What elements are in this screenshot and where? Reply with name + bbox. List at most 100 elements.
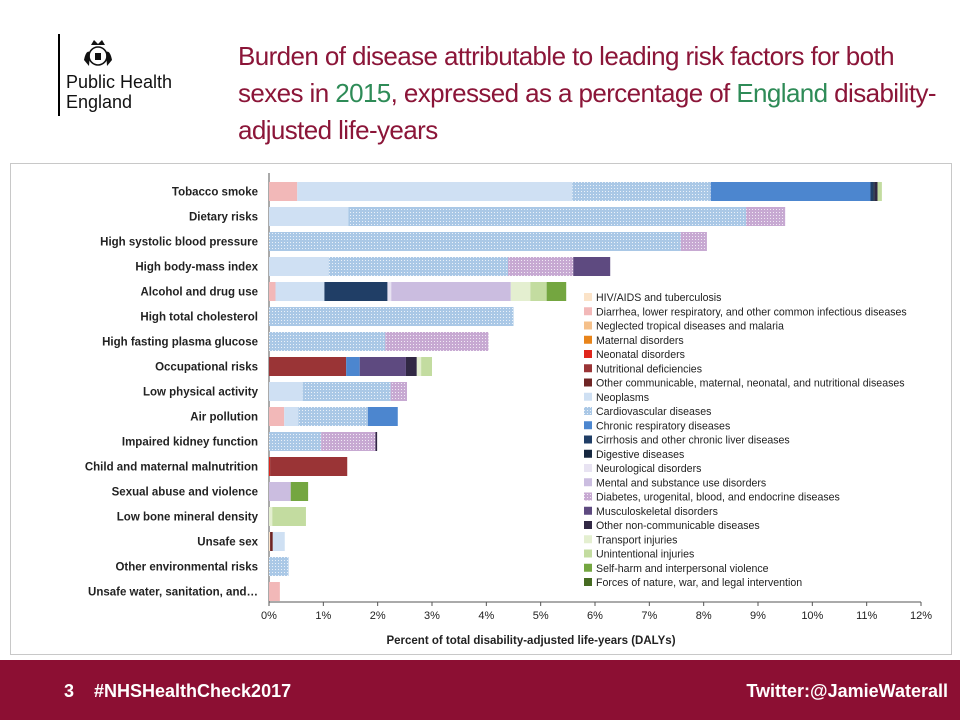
bar-segment-texture [348, 207, 747, 226]
legend-swatch [584, 464, 592, 472]
bar-segment-texture [269, 432, 322, 451]
legend-swatch [584, 506, 592, 515]
bar-segment-texture [302, 382, 391, 401]
legend-swatch [584, 535, 592, 544]
legend-swatch [584, 364, 592, 373]
bar-segment [269, 382, 303, 401]
bar-segment [530, 282, 547, 301]
x-tick-label: 0% [261, 610, 277, 622]
bar-segment-texture [385, 332, 489, 351]
bar-segment [359, 357, 406, 376]
twitter-handle: Twitter:@JamieWaterall [746, 681, 948, 701]
legend-swatch [584, 378, 592, 387]
bar-segment [284, 407, 299, 426]
logo-divider [58, 34, 60, 116]
bar-segment [269, 257, 329, 276]
bar-segment [870, 182, 874, 201]
title-text-2: , expressed as a percentage of [390, 78, 737, 108]
legend-label: Mental and substance use disorders [596, 477, 766, 489]
bar-segment [290, 482, 309, 501]
phe-logo: Public Health England [58, 34, 208, 124]
legend-label: Diarrhea, lower respiratory, and other c… [596, 306, 907, 318]
bar-segment [421, 357, 432, 376]
org-name-line1: Public Health [66, 72, 173, 92]
title-text-1: Burden of disease attributable to leadin… [238, 41, 895, 108]
bar-segment [297, 182, 573, 201]
bar-segment-texture [328, 257, 509, 276]
legend-label: HIV/AIDS and tuberculosis [596, 292, 721, 304]
bar-segment [405, 357, 417, 376]
legend-swatch [584, 449, 592, 458]
bar-segment [391, 282, 511, 301]
bar-segment [387, 282, 392, 301]
category-label: Alcohol and drug use [140, 287, 258, 299]
legend-label: Forces of nature, war, and legal interve… [596, 577, 802, 589]
bar-segment [874, 182, 878, 201]
bar-segment [269, 357, 347, 376]
bar-segment-texture [269, 232, 681, 251]
bar-segment [375, 432, 378, 451]
hashtag: #NHSHealthCheck2017 [94, 681, 292, 701]
title-text-3: disability-adjusted life-years [238, 78, 937, 145]
x-tick-label: 6% [587, 610, 603, 622]
category-label: Impaired kidney function [122, 437, 258, 449]
x-tick-label: 8% [696, 610, 712, 622]
bar-segment [272, 507, 306, 526]
legend-swatch [584, 578, 592, 586]
category-label: Unsafe sex [197, 537, 258, 549]
legend-label: Unintentional injuries [596, 549, 694, 561]
category-label: Other environmental risks [115, 562, 258, 574]
x-tick-label: 2% [370, 610, 386, 622]
legend-label: Neglected tropical diseases and malaria [596, 321, 784, 333]
legend-swatch [584, 421, 592, 430]
legend-label: Other communicable, maternal, neonatal, … [596, 378, 905, 390]
category-label: High total cholesterol [140, 312, 258, 324]
category-label: Sexual abuse and violence [112, 487, 258, 499]
category-label: Dietary risks [189, 212, 258, 224]
slide-title: Burden of disease attributable to leadin… [238, 38, 938, 149]
legend-swatch [584, 549, 592, 558]
x-tick-label: 9% [750, 610, 766, 622]
category-label: Air pollution [190, 412, 258, 424]
bar-segment [269, 407, 285, 426]
bar-segment-texture [390, 382, 408, 401]
legend-label: Nutritional deficiencies [596, 363, 702, 375]
legend-swatch [584, 521, 592, 529]
bar-segment [710, 182, 871, 201]
footer-bar: 3 #NHSHealthCheck2017 Twitter:@JamieWate… [0, 660, 960, 720]
x-tick-label: 10% [801, 610, 823, 622]
legend-swatch [584, 563, 592, 572]
x-tick-label: 3% [424, 610, 440, 622]
legend-label: Neonatal disorders [596, 349, 685, 361]
bar-segment [269, 482, 291, 501]
bar-segment [873, 182, 875, 201]
bar-segment [346, 357, 360, 376]
category-label: Low physical activity [143, 387, 259, 399]
bar-segment [270, 532, 273, 551]
legend-swatch [584, 350, 592, 358]
bar-segment [269, 457, 271, 476]
bar-segment-texture [508, 257, 574, 276]
bar-segment [270, 457, 348, 476]
org-name-line2: England [66, 92, 133, 112]
category-label: Low bone mineral density [117, 512, 259, 524]
legend-swatch [584, 293, 592, 301]
bar-segment-texture [680, 232, 707, 251]
bar-segment [269, 507, 273, 526]
legend-label: Musculoskeletal disorders [596, 506, 718, 518]
bar-segment [416, 357, 422, 376]
legend-label: Digestive diseases [596, 449, 684, 461]
bar-segment-texture [269, 307, 514, 326]
legend-swatch-texture [584, 492, 592, 501]
legend-swatch [584, 335, 592, 344]
category-label: Child and maternal malnutrition [85, 462, 258, 474]
category-label: High body-mass index [135, 262, 258, 274]
bar-segment [269, 182, 298, 201]
bar-segment [272, 532, 285, 551]
legend-swatch [584, 435, 592, 444]
bar-segment [269, 282, 276, 301]
bar-segment [269, 532, 271, 551]
x-tick-label: 7% [641, 610, 657, 622]
legend-label: Diabetes, urogenital, blood, and endocri… [596, 492, 840, 504]
chart-frame: Tobacco smoke Dietary risks High systolic … [10, 163, 952, 655]
